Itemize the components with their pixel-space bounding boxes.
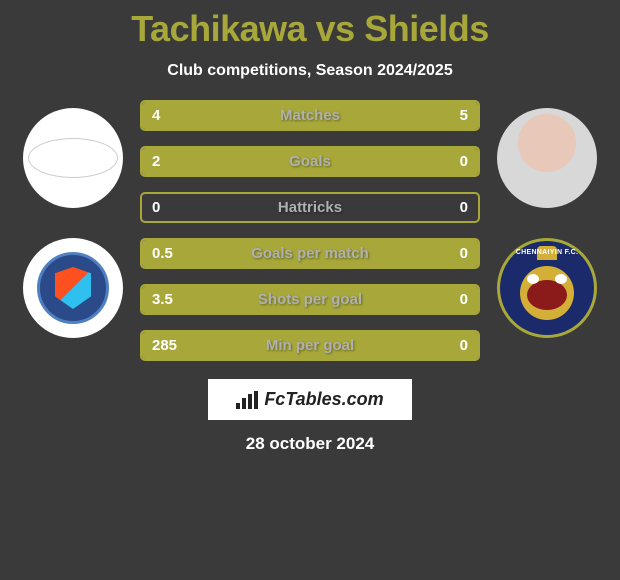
stat-label: Matches (142, 107, 478, 124)
left-column (18, 100, 128, 361)
stat-row: 4Matches5 (140, 100, 480, 131)
watermark-text: FcTables.com (264, 389, 383, 410)
stat-label: Hattricks (142, 199, 478, 216)
club-left-badge (23, 238, 123, 338)
stat-label: Goals per match (142, 245, 478, 262)
stat-label: Goals (142, 153, 478, 170)
stat-value-right: 0 (460, 291, 468, 308)
stat-value-right: 0 (460, 153, 468, 170)
page-title: Tachikawa vs Shields (131, 8, 489, 50)
club-right-eyes-icon (527, 274, 567, 284)
stat-row: 0.5Goals per match0 (140, 238, 480, 269)
stat-value-right: 0 (460, 337, 468, 354)
club-left-shield-icon (55, 267, 91, 309)
stat-value-left: 285 (152, 337, 177, 354)
stat-label: Min per goal (142, 337, 478, 354)
stat-value-left: 2 (152, 153, 160, 170)
player-left-photo (23, 108, 123, 208)
stat-label: Shots per goal (142, 291, 478, 308)
stat-value-left: 3.5 (152, 291, 173, 308)
stat-row: 2Goals0 (140, 146, 480, 177)
main-row: 4Matches52Goals00Hattricks00.5Goals per … (0, 100, 620, 361)
subtitle: Club competitions, Season 2024/2025 (167, 62, 452, 80)
club-left-ring-icon (37, 252, 109, 324)
right-column: CHENNAIYIN F.C. (492, 100, 602, 361)
player-right-photo (497, 108, 597, 208)
watermark: FcTables.com (208, 379, 411, 420)
stats-bars: 4Matches52Goals00Hattricks00.5Goals per … (140, 100, 480, 361)
club-right-face-icon (520, 266, 574, 320)
stat-row: 3.5Shots per goal0 (140, 284, 480, 315)
bars-logo-icon (236, 391, 258, 409)
club-right-badge: CHENNAIYIN F.C. (497, 238, 597, 338)
club-right-badge-text: CHENNAIYIN F.C. (500, 249, 594, 256)
placeholder-oval-icon (28, 138, 118, 178)
stat-value-right: 0 (460, 245, 468, 262)
stat-value-left: 0 (152, 199, 160, 216)
stat-value-left: 4 (152, 107, 160, 124)
date-text: 28 october 2024 (246, 434, 375, 454)
stat-row: 0Hattricks0 (140, 192, 480, 223)
stat-value-right: 5 (460, 107, 468, 124)
stat-row: 285Min per goal0 (140, 330, 480, 361)
stat-value-right: 0 (460, 199, 468, 216)
stat-value-left: 0.5 (152, 245, 173, 262)
comparison-infographic: Tachikawa vs Shields Club competitions, … (0, 0, 620, 580)
